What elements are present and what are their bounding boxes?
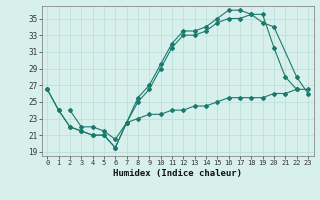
X-axis label: Humidex (Indice chaleur): Humidex (Indice chaleur) [113, 169, 242, 178]
